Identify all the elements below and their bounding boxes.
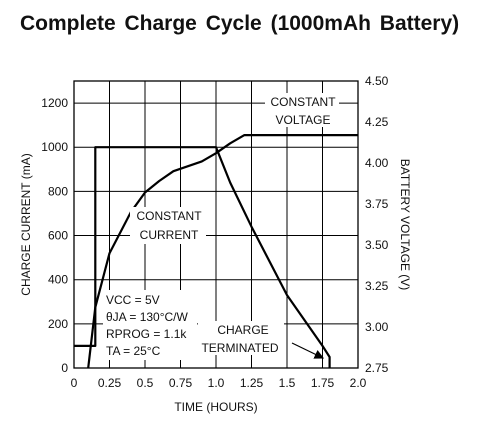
y2-tick-label: 3.00 <box>365 320 389 334</box>
annotation-charge-terminated-1: CHARGE <box>217 323 268 337</box>
y-tick-label: 1200 <box>41 96 68 110</box>
annotation-conditions: θJA = 130°C/W <box>106 310 189 324</box>
label-bg <box>265 93 339 127</box>
x-tick-label: 0 <box>71 376 78 390</box>
x-tick-label: 0.25 <box>98 376 122 390</box>
y-tick-label: 0 <box>61 361 68 375</box>
y2-tick-label: 4.25 <box>365 115 389 129</box>
y2-tick-label: 2.75 <box>365 361 389 375</box>
x-axis-label: TIME (HOURS) <box>174 400 257 414</box>
y2-tick-label: 3.50 <box>365 238 389 252</box>
y2-tick-label: 3.75 <box>365 197 389 211</box>
y-tick-label: 1000 <box>41 140 68 154</box>
termination-arrow <box>291 342 325 359</box>
annotation-constant-voltage-2: VOLTAGE <box>276 113 331 127</box>
x-tick-label: 0.5 <box>137 376 154 390</box>
y2-tick-label: 3.25 <box>365 279 389 293</box>
label-bg <box>198 321 284 355</box>
label-bg <box>130 207 206 244</box>
label-bg <box>103 290 197 360</box>
charge-current-line <box>74 146 331 368</box>
x-tick-label: 0.75 <box>169 376 193 390</box>
annotation-charge-terminated-2: TERMINATED <box>201 341 278 355</box>
annotation-constant-current-2: CURRENT <box>140 228 199 242</box>
annotation-conditions: VCC = 5V <box>106 293 160 307</box>
chart-title: Complete Charge Cycle (1000mAh Battery) <box>20 12 460 35</box>
battery-voltage-line <box>87 134 358 369</box>
x-tick-label: 2.0 <box>350 376 367 390</box>
annotation-conditions: RPROG = 1.1k <box>106 327 187 341</box>
y2-axis-label: BATTERY VOLTAGE (V) <box>398 159 412 291</box>
x-tick-label: 1.25 <box>240 376 264 390</box>
y2-tick-label: 4.00 <box>365 156 389 170</box>
annotation-constant-current-1: CONSTANT <box>136 209 202 223</box>
annotation-conditions: TA = 25°C <box>106 344 161 358</box>
x-tick-label: 1.5 <box>279 376 296 390</box>
annotation-constant-voltage-1: CONSTANT <box>270 95 336 109</box>
y-axis-label: CHARGE CURRENT (mA) <box>19 153 33 295</box>
x-tick-label: 1.0 <box>208 376 225 390</box>
y-tick-label: 200 <box>48 317 68 331</box>
y-tick-label: 600 <box>48 229 68 243</box>
y-tick-label: 800 <box>48 184 68 198</box>
y-tick-label: 400 <box>48 273 68 287</box>
x-tick-label: 1.75 <box>311 376 335 390</box>
y2-tick-label: 4.50 <box>365 74 389 88</box>
plot-frame <box>73 80 359 369</box>
